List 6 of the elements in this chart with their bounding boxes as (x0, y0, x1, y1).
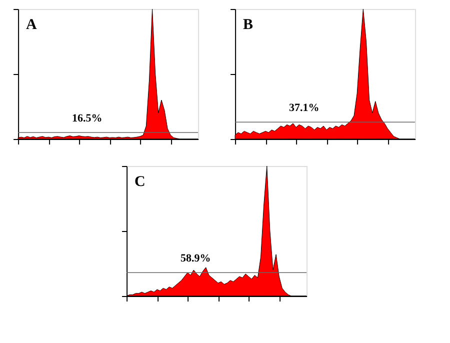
text: C (134, 174, 146, 190)
text: B (243, 17, 254, 33)
annotation: 58.9% (180, 252, 211, 265)
text: A (26, 17, 38, 33)
annotation: 16.5% (72, 112, 102, 124)
annotation: 37.1% (289, 102, 320, 114)
